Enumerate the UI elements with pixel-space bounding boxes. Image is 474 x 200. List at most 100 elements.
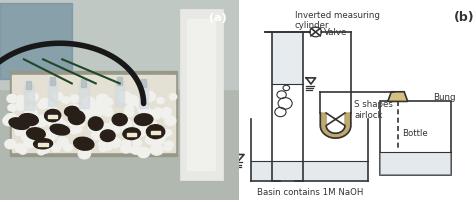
Text: (b): (b) bbox=[454, 11, 474, 24]
Bar bbox=[139, 84, 148, 108]
Circle shape bbox=[36, 117, 47, 127]
Circle shape bbox=[81, 109, 91, 117]
Circle shape bbox=[135, 119, 148, 130]
Circle shape bbox=[108, 138, 121, 148]
Circle shape bbox=[153, 108, 162, 116]
Circle shape bbox=[147, 120, 156, 128]
Circle shape bbox=[133, 133, 140, 139]
Bar bbox=[9, 72, 177, 156]
Bar bbox=[127, 133, 137, 136]
Text: Basin contains 1M NaOH: Basin contains 1M NaOH bbox=[256, 187, 363, 196]
Circle shape bbox=[99, 141, 106, 147]
Circle shape bbox=[74, 126, 82, 133]
Bar bbox=[79, 84, 89, 108]
Polygon shape bbox=[320, 113, 351, 138]
Bar bbox=[180, 10, 223, 180]
Text: S shapes
airlock: S shapes airlock bbox=[355, 100, 393, 119]
Circle shape bbox=[47, 142, 55, 148]
Text: (a): (a) bbox=[209, 13, 227, 23]
Ellipse shape bbox=[68, 111, 85, 125]
Circle shape bbox=[102, 124, 112, 132]
Circle shape bbox=[57, 128, 64, 135]
Circle shape bbox=[101, 107, 112, 116]
Bar bbox=[115, 82, 125, 106]
Circle shape bbox=[92, 109, 102, 117]
Circle shape bbox=[110, 119, 123, 129]
Circle shape bbox=[160, 110, 171, 119]
Circle shape bbox=[146, 136, 156, 145]
Circle shape bbox=[91, 131, 102, 140]
Circle shape bbox=[76, 120, 85, 127]
Polygon shape bbox=[388, 92, 408, 102]
Bar bbox=[82, 80, 86, 88]
Bar bbox=[0, 0, 239, 90]
Ellipse shape bbox=[9, 118, 29, 130]
Ellipse shape bbox=[19, 114, 38, 126]
Circle shape bbox=[126, 96, 138, 106]
Bar bbox=[0, 4, 72, 80]
Bar bbox=[141, 80, 146, 88]
Circle shape bbox=[29, 93, 38, 101]
Ellipse shape bbox=[73, 138, 94, 150]
Circle shape bbox=[7, 95, 17, 103]
Bar bbox=[48, 115, 57, 118]
Circle shape bbox=[45, 115, 56, 125]
Ellipse shape bbox=[34, 139, 53, 149]
Circle shape bbox=[82, 139, 94, 150]
Circle shape bbox=[125, 106, 134, 113]
Circle shape bbox=[57, 137, 68, 147]
Circle shape bbox=[164, 130, 172, 136]
Circle shape bbox=[16, 103, 25, 111]
Circle shape bbox=[142, 110, 155, 120]
Circle shape bbox=[28, 137, 40, 146]
Circle shape bbox=[96, 95, 109, 105]
Circle shape bbox=[143, 92, 155, 102]
Text: Valve: Valve bbox=[324, 28, 347, 37]
Circle shape bbox=[164, 117, 176, 126]
Bar bbox=[50, 78, 55, 86]
Circle shape bbox=[68, 118, 79, 127]
Circle shape bbox=[134, 116, 146, 127]
Circle shape bbox=[155, 130, 167, 140]
Circle shape bbox=[99, 145, 107, 152]
Circle shape bbox=[27, 125, 38, 134]
Circle shape bbox=[78, 149, 91, 159]
Circle shape bbox=[83, 111, 95, 121]
Text: Bung: Bung bbox=[433, 93, 456, 102]
Ellipse shape bbox=[146, 125, 165, 139]
Circle shape bbox=[47, 120, 55, 126]
Circle shape bbox=[137, 147, 150, 158]
Circle shape bbox=[93, 102, 105, 112]
Circle shape bbox=[138, 105, 150, 115]
Circle shape bbox=[24, 109, 37, 120]
Bar bbox=[12, 76, 175, 152]
Circle shape bbox=[119, 119, 132, 130]
Bar bbox=[251, 161, 368, 181]
Circle shape bbox=[104, 143, 112, 150]
Circle shape bbox=[124, 109, 134, 117]
Circle shape bbox=[44, 130, 57, 141]
Circle shape bbox=[105, 110, 113, 117]
Ellipse shape bbox=[64, 107, 79, 117]
Circle shape bbox=[16, 96, 26, 104]
Circle shape bbox=[49, 104, 56, 111]
Circle shape bbox=[122, 140, 131, 147]
Circle shape bbox=[152, 135, 164, 145]
Circle shape bbox=[68, 105, 80, 115]
Circle shape bbox=[38, 101, 47, 109]
Bar bbox=[38, 143, 48, 146]
Circle shape bbox=[81, 147, 91, 156]
Circle shape bbox=[70, 127, 78, 134]
Circle shape bbox=[92, 127, 104, 136]
Circle shape bbox=[153, 113, 160, 119]
Circle shape bbox=[16, 124, 27, 133]
Circle shape bbox=[40, 146, 49, 154]
Text: Bottle: Bottle bbox=[402, 128, 428, 137]
Circle shape bbox=[133, 140, 142, 147]
Ellipse shape bbox=[50, 125, 70, 135]
Circle shape bbox=[19, 148, 27, 154]
Circle shape bbox=[165, 141, 173, 149]
Circle shape bbox=[37, 149, 45, 155]
Ellipse shape bbox=[27, 128, 45, 140]
Circle shape bbox=[64, 144, 73, 152]
